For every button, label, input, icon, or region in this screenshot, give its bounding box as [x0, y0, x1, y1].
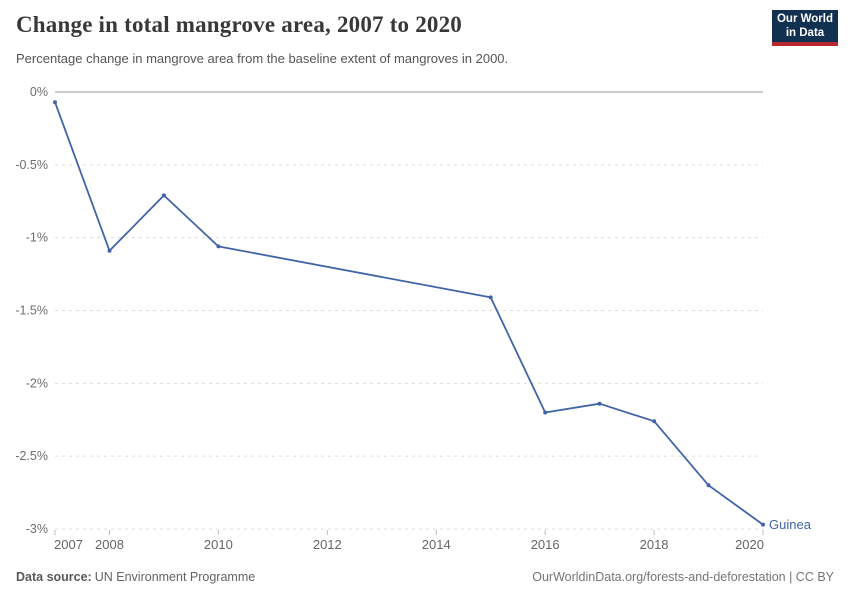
y-tick-label: -2% — [26, 376, 48, 390]
data-point[interactable] — [761, 522, 765, 527]
data-source-label: Data source: — [16, 570, 92, 584]
owid-logo-text-line1: Our World — [776, 12, 833, 25]
series-end-label[interactable]: Guinea — [769, 517, 812, 532]
data-point[interactable] — [161, 193, 166, 198]
y-tick-label: 0% — [30, 85, 48, 99]
y-tick-label: -0.5% — [15, 158, 48, 172]
data-source: Data source: UN Environment Programme — [16, 570, 255, 584]
data-point[interactable] — [53, 100, 57, 105]
owid-logo-text-line2: in Data — [785, 27, 825, 39]
y-tick-label: -1.5% — [15, 304, 48, 318]
x-tick-label: 2018 — [640, 537, 669, 552]
data-point[interactable] — [652, 419, 657, 424]
x-tick-label: 2012 — [313, 537, 342, 552]
x-tick-label: 2007 — [54, 537, 83, 552]
attribution-link[interactable]: OurWorldinData.org/forests-and-deforesta… — [532, 570, 834, 584]
chart-subtitle: Percentage change in mangrove area from … — [16, 51, 509, 66]
x-tick-label: 2016 — [531, 537, 560, 552]
data-point[interactable] — [543, 410, 548, 415]
data-point[interactable] — [706, 483, 711, 488]
y-tick-label: -3% — [26, 522, 48, 536]
y-tick-label: -1% — [26, 231, 48, 245]
owid-logo[interactable]: Our World in Data — [772, 10, 838, 46]
x-tick-label: 2020 — [735, 537, 764, 552]
data-point[interactable] — [597, 401, 602, 406]
series-line[interactable] — [54, 101, 764, 526]
x-tick-label: 2010 — [204, 537, 233, 552]
data-source-value: UN Environment Programme — [94, 570, 256, 584]
y-tick-label: -2.5% — [15, 449, 48, 463]
data-point[interactable] — [488, 295, 493, 300]
data-point[interactable] — [107, 248, 112, 253]
x-tick-label: 2014 — [422, 537, 451, 552]
x-tick-label: 2008 — [95, 537, 124, 552]
chart-title: Change in total mangrove area, 2007 to 2… — [16, 12, 463, 37]
data-point[interactable] — [216, 244, 221, 249]
